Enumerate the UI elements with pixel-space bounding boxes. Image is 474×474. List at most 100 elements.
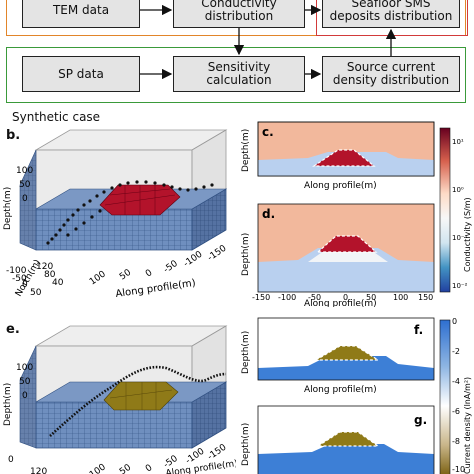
conductivity-box: Conductivity distribution [173, 0, 305, 28]
b-ztick-0: 0 [22, 194, 28, 204]
b-xtick-1: 100 [88, 269, 108, 287]
cond-tick-3: 10⁻¹ [452, 234, 468, 242]
e-xtick-3: 0 [144, 463, 155, 474]
panel-c: c. Depth(m) Along profile(m) [241, 121, 435, 191]
f-host [258, 356, 434, 380]
b-xtick-4: -50 [162, 259, 180, 276]
c-ylabel: Depth(m) [241, 129, 251, 172]
b-ytick-4: 50 [30, 288, 42, 298]
d-label: d. [262, 207, 275, 221]
panel-d: d. Depth(m) -150 -100 -50 0 50 100 150 A… [241, 203, 435, 307]
cur-label: Current density (lnA/m²) [463, 377, 472, 474]
e-ztick-0: 0 [22, 391, 28, 401]
b-xtick-2: 50 [118, 268, 133, 283]
conductivity-label-2: distribution [204, 9, 274, 23]
c-xlabel: Along profile(m) [304, 181, 377, 191]
f-xlabel: Along profile(m) [304, 385, 377, 395]
conductivity-colorbar: 10¹ 10⁰ 10⁻¹ 10⁻² Conductivity (S/m) [439, 127, 472, 293]
e-ytick-1: 0 [8, 455, 14, 465]
b-zlabel: Depth(m) [3, 187, 13, 230]
cond-tick-2: 10⁰ [452, 186, 464, 194]
panel-e-3d: 100 50 0 Depth(m) 0 120 100 50 0 -50 -10… [3, 325, 236, 474]
cur-tick-6: -10 [452, 465, 465, 474]
d-xtick-6: 100 [393, 293, 408, 302]
e-xtick-2: 50 [118, 463, 133, 474]
b-ztick-50: 50 [19, 180, 31, 190]
d-xtick-7: 150 [418, 293, 433, 302]
b-xtick-3: 0 [144, 268, 155, 280]
e-ztick-100: 100 [16, 363, 33, 373]
panel-e-label: e. [6, 322, 20, 337]
g-ylabel: Depth(m) [241, 423, 251, 466]
b-ytick-1: -100 [6, 266, 27, 276]
sensitivity-label-1: Sensitivity [207, 60, 271, 74]
cur-tick-2: -2 [452, 347, 460, 356]
d-xtick-2: -100 [278, 293, 296, 302]
d-xtick-1: -150 [252, 293, 270, 302]
tem-workflow-frame [6, 0, 466, 36]
d-xtick-3: -50 [308, 293, 321, 302]
sensitivity-box: Sensitivity calculation [173, 56, 305, 92]
panel-f: f. Depth(m) Along profile(m) [241, 317, 435, 395]
current-colorbar: 0 -2 -4 -6 -8 -10 Current density (lnA/m… [439, 317, 472, 474]
d-host [258, 248, 434, 292]
d-xlabel: Along profile(m) [304, 299, 377, 307]
cur-tick-5: -8 [452, 437, 460, 446]
sp-data-box: SP data [22, 56, 140, 92]
cond-label: Conductivity (S/m) [463, 197, 472, 272]
flow-arrows [140, 4, 397, 80]
cur-tick-1: 0 [452, 317, 457, 326]
cur-tick-4: -6 [452, 407, 460, 416]
source-label-1: Source current [346, 60, 436, 74]
c-mound [312, 149, 376, 167]
tem-data-label: TEM data [52, 2, 110, 17]
d-xtick-4: 0 [343, 293, 348, 302]
b-xtick-5: -100 [182, 249, 205, 269]
source-label-2: density distribution [332, 73, 450, 87]
c-label: c. [262, 125, 274, 139]
conductivity-label-1: Conductivity [201, 0, 277, 10]
cur-tick-3: -4 [452, 377, 460, 386]
deposits-label-2: deposits distribution [329, 9, 453, 23]
d-ylabel: Depth(m) [241, 233, 251, 276]
e-xtick-1: 100 [88, 462, 108, 474]
g-mound [315, 431, 380, 447]
e-ztick-50: 50 [19, 377, 31, 387]
panel-b-3d: 100 50 0 Depth(m) -100 -50 0 50 120 80 4… [3, 129, 229, 300]
b-ytick-l2: 80 [44, 270, 56, 280]
cond-tick-1: 10¹ [452, 138, 464, 146]
f-ylabel: Depth(m) [241, 331, 251, 374]
source-box: Source current density distribution [322, 56, 460, 92]
cond-tick-4: 10⁻² [452, 282, 468, 290]
panel-b-label: b. [6, 128, 21, 143]
section-title: Synthetic case [12, 110, 101, 124]
sp-data-label: SP data [58, 66, 104, 81]
b-ytick-2: -50 [12, 274, 27, 284]
b-xtick-6: -150 [206, 243, 229, 263]
panel-g: g. Depth(m) [241, 405, 435, 474]
tem-data-box: TEM data [22, 0, 140, 28]
sensitivity-label-2: calculation [206, 73, 272, 87]
d-mound [316, 235, 378, 253]
b-profile-dots [46, 180, 214, 245]
e-ytick-2: 120 [30, 467, 47, 474]
f-label: f. [414, 323, 423, 337]
deposits-label-1: Seafloor SMS [351, 0, 431, 10]
deposits-box: Seafloor SMS deposits distribution [322, 0, 460, 28]
e-xtick-6: -150 [206, 442, 229, 462]
g-host [258, 444, 434, 474]
g-label: g. [414, 413, 427, 427]
d-xtick-5: 50 [366, 293, 376, 302]
e-zlabel: Depth(m) [3, 383, 13, 426]
e-mesh-left [19, 345, 37, 449]
e-gold-mound [103, 381, 179, 411]
b-ztick-100: 100 [16, 166, 33, 176]
b-ytick-l3: 40 [52, 278, 64, 288]
f-mound [313, 345, 381, 361]
e-sp-curve [49, 365, 227, 437]
b-ytick-3: 0 [22, 280, 28, 290]
b-xlabel: Along profile(m) [115, 278, 197, 300]
b-ytick-l1: 120 [36, 262, 53, 272]
b-mesh-left [19, 149, 37, 251]
